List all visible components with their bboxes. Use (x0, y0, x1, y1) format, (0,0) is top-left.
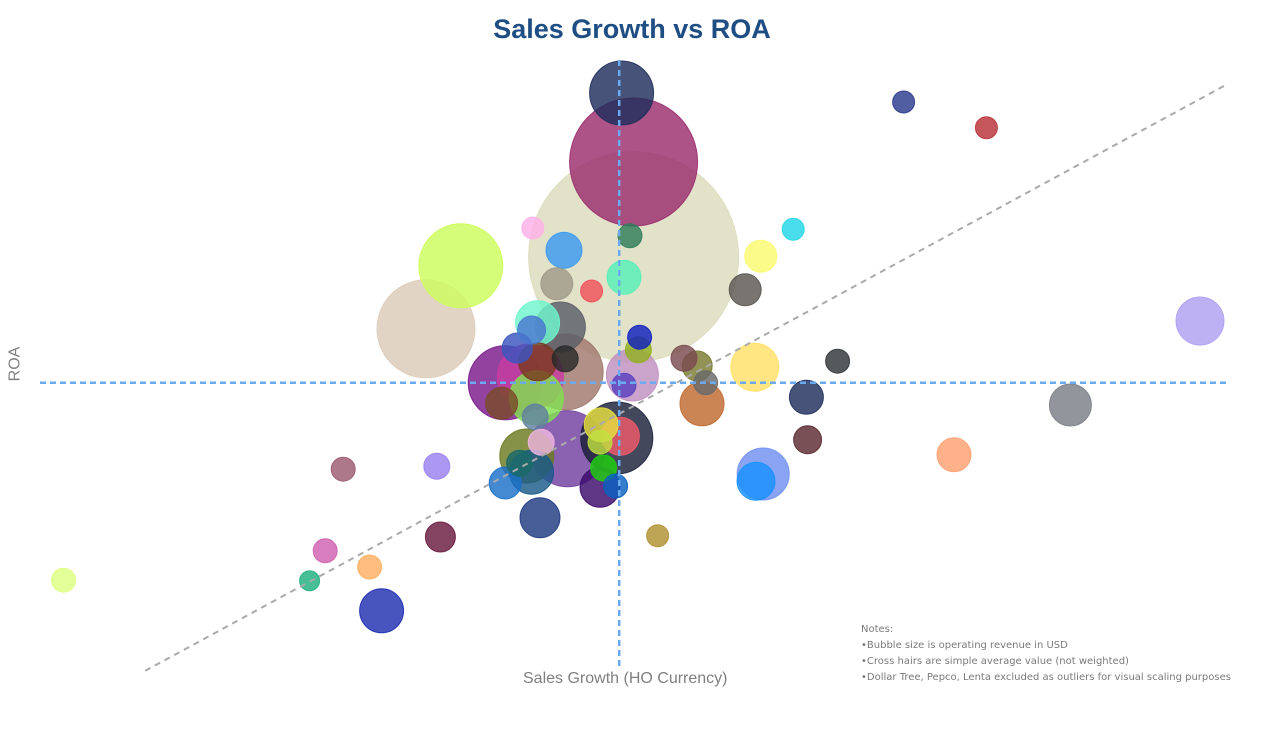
notes-heading: Notes: (861, 624, 894, 635)
bubble-point (670, 344, 698, 372)
bubble-point (606, 259, 642, 295)
bubble-point (580, 279, 604, 303)
bubble-point (936, 437, 972, 473)
bubble-point (330, 456, 356, 482)
chart-notes: Notes: •Bubble size is operating revenue… (861, 622, 1231, 686)
bubble-point (521, 216, 545, 240)
note-item: •Dollar Tree, Pepco, Lenta excluded as o… (861, 672, 1231, 683)
bubble-point (892, 90, 916, 114)
bubble-point (519, 497, 561, 539)
x-axis-label: Sales Growth (HO Currency) (523, 670, 728, 687)
bubble-point (646, 524, 670, 548)
bubble-point (312, 538, 338, 564)
bubble-point (587, 429, 613, 455)
bubble-point (744, 239, 778, 273)
bubble-point (730, 342, 780, 392)
bubble-point (728, 273, 762, 307)
bubble-point (603, 473, 629, 499)
bubble-point (517, 315, 547, 345)
chart-title: Sales Growth vs ROA (493, 14, 771, 44)
bubble-point (793, 425, 823, 455)
bubble-point (788, 379, 824, 415)
bubble-point (974, 116, 998, 140)
bubble-point (590, 454, 618, 482)
bubble-point (51, 567, 77, 593)
y-axis-label: ROA (6, 346, 24, 382)
bubble-point (357, 554, 383, 580)
trend-line (144, 83, 1229, 672)
bubble-point (1048, 383, 1092, 427)
bubble-point (589, 60, 655, 126)
bubble-point (506, 449, 534, 477)
bubble-point (781, 217, 805, 241)
bubble-point (527, 428, 555, 456)
bubble-point (617, 223, 643, 249)
bubble-point (545, 231, 583, 269)
bubble-point (359, 588, 405, 634)
bubble-point (551, 345, 579, 373)
bubble-point (611, 372, 637, 398)
bubble-point (521, 403, 549, 431)
bubbles-layer (51, 60, 1225, 634)
bubble-point (418, 223, 504, 309)
bubble-point (485, 386, 519, 420)
note-item: •Cross hairs are simple average value (n… (861, 656, 1129, 667)
bubble-point (423, 452, 451, 480)
bubble-point (825, 348, 851, 374)
bubble-point (1175, 296, 1225, 346)
bubble-point (540, 267, 574, 301)
bubble-point (627, 324, 653, 350)
bubble-point (736, 461, 776, 501)
bubble-point (424, 521, 456, 553)
note-item: •Bubble size is operating revenue in USD (861, 640, 1068, 651)
